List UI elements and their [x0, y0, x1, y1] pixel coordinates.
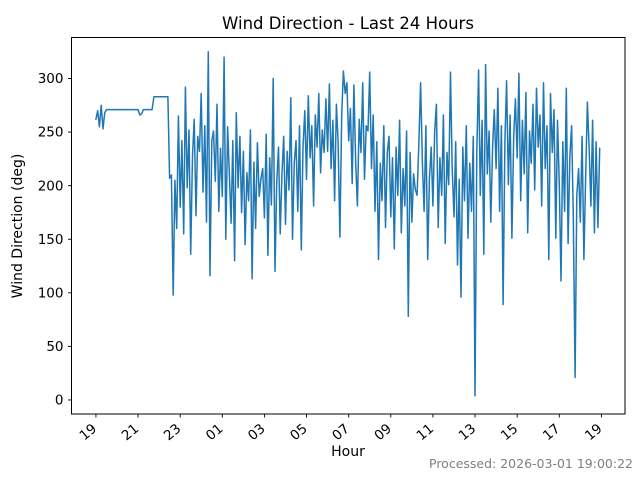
x-tick-label: 13	[456, 421, 479, 444]
x-tick-label: 17	[540, 421, 563, 444]
x-tick-label: 03	[245, 421, 268, 444]
x-tick-label: 19	[582, 421, 605, 444]
x-tick-label: 09	[371, 421, 394, 444]
chart-title: Wind Direction - Last 24 Hours	[222, 14, 474, 33]
y-tick-label: 200	[38, 178, 64, 194]
y-tick-label: 100	[38, 285, 64, 301]
processed-timestamp: Processed: 2026-03-01 19:00:22	[429, 456, 633, 471]
y-tick-label: 150	[38, 232, 64, 248]
y-tick-label: 300	[38, 71, 64, 87]
y-tick-label: 0	[55, 393, 64, 409]
plot-frame	[71, 37, 626, 415]
y-tick-label: 250	[38, 125, 64, 141]
x-axis-label: Hour	[331, 444, 365, 460]
x-tick-label: 19	[77, 421, 100, 444]
x-tick-label: 15	[498, 421, 521, 444]
x-tick-label: 21	[119, 421, 142, 444]
x-tick-label: 01	[203, 421, 226, 444]
y-axis-label: Wind Direction (deg)	[10, 154, 26, 299]
wind-direction-series	[95, 51, 601, 397]
y-tick-label: 50	[46, 339, 63, 355]
x-tick-label: 23	[161, 421, 184, 444]
x-tick-label: 05	[287, 421, 310, 444]
plot-area: 0 50 100 150 200 250 300 19 21 23 01 03 05 07 09 11 13 15…	[38, 37, 626, 444]
x-tick-label: 11	[414, 421, 437, 444]
x-tick-label: 07	[329, 421, 352, 444]
